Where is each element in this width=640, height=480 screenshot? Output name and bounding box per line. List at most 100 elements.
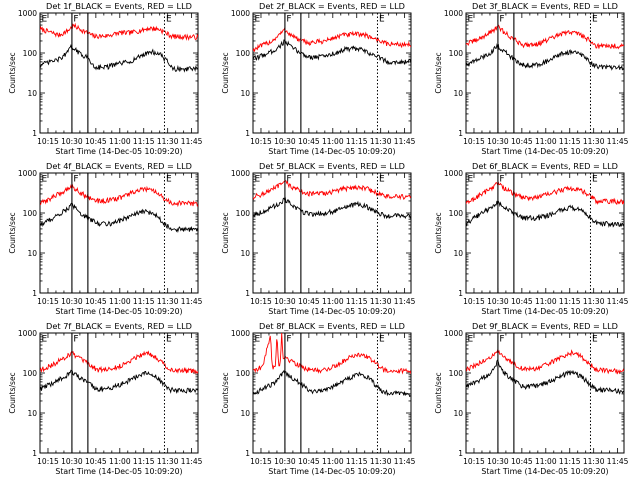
y-tick-label: 1 — [458, 289, 463, 298]
y-tick-label: 100 — [23, 49, 38, 58]
x-tick-label: 10:45 — [298, 297, 320, 306]
plot-frame — [465, 12, 625, 134]
chart-title: Det 5f_BLACK = Events, RED = LLD — [259, 161, 405, 171]
interval-marker-label: E — [379, 175, 385, 185]
x-tick-label: 11:00 — [322, 297, 344, 306]
interval-marker-label: E — [255, 335, 261, 345]
interval-marker-label: F — [286, 335, 291, 345]
plot-frame — [252, 332, 412, 454]
y-tick-label: 1000 — [231, 329, 250, 338]
y-tick-label: 10 — [240, 409, 250, 418]
x-tick-label: 10:45 — [298, 457, 320, 466]
plot-frame — [39, 172, 199, 294]
y-axis-label: Counts/sec — [434, 52, 443, 93]
x-tick-label: 11:45 — [607, 457, 629, 466]
x-tick-label: 10:45 — [511, 137, 533, 146]
y-axis-label: Counts/sec — [434, 372, 443, 413]
plot-frame — [39, 12, 199, 134]
x-axis-label: Start Time (14-Dec-05 10:09:20) — [55, 467, 182, 476]
events-series-line — [253, 369, 411, 398]
x-tick-label: 11:15 — [559, 137, 581, 146]
x-axis-label: Start Time (14-Dec-05 10:09:20) — [481, 307, 608, 316]
detector-panel: Det 1f_BLACK = Events, RED = LLD 1 10 100 10… — [8, 1, 203, 156]
detector-panel: Det 5f_BLACK = Events, RED = LLD 1 10 100 10… — [221, 161, 416, 316]
x-tick-label: 10:15 — [463, 297, 485, 306]
interval-marker-label: E — [166, 335, 172, 345]
interval-marker-label: E — [42, 335, 48, 345]
y-axis-label: Counts/sec — [221, 372, 230, 413]
x-tick-label: 11:15 — [346, 457, 368, 466]
x-tick-label: 11:15 — [133, 457, 155, 466]
y-tick-label: 1 — [245, 289, 250, 298]
interval-marker-label: F — [286, 175, 291, 185]
x-tick-label: 11:00 — [322, 457, 344, 466]
y-tick-label: 10 — [453, 409, 463, 418]
x-tick-label: 11:45 — [181, 137, 203, 146]
y-tick-label: 1000 — [444, 329, 463, 338]
lld-series-line — [40, 350, 198, 375]
x-tick-label: 11:30 — [370, 457, 392, 466]
x-tick-label: 10:15 — [37, 297, 59, 306]
y-axis-label: Counts/sec — [8, 52, 17, 93]
y-tick-label: 1000 — [444, 9, 463, 18]
x-tick-label: 11:15 — [346, 297, 368, 306]
detector-panel: Det 8f_BLACK = Events, RED = LLD 1 10 100 10… — [221, 321, 416, 476]
x-tick-label: 10:30 — [487, 137, 509, 146]
interval-marker-label: F — [286, 15, 291, 25]
x-tick-label: 10:30 — [61, 137, 83, 146]
x-tick-label: 11:30 — [583, 137, 605, 146]
x-tick-label: 11:15 — [346, 137, 368, 146]
interval-marker-label: E — [468, 15, 474, 25]
x-tick-label: 10:30 — [61, 297, 83, 306]
x-tick-label: 10:45 — [511, 457, 533, 466]
plot-frame — [465, 332, 625, 454]
detector-panel: Det 9f_BLACK = Events, RED = LLD 1 10 100 10… — [434, 321, 629, 476]
x-tick-label: 10:45 — [511, 297, 533, 306]
interval-marker-label: E — [592, 335, 598, 345]
x-tick-label: 11:15 — [133, 137, 155, 146]
y-tick-label: 1000 — [18, 9, 37, 18]
interval-marker-label: E — [255, 15, 261, 25]
chart-title: Det 3f_BLACK = Events, RED = LLD — [472, 1, 618, 11]
interval-marker-label: E — [255, 175, 261, 185]
y-tick-label: 1000 — [18, 169, 37, 178]
x-axis-label: Start Time (14-Dec-05 10:09:20) — [268, 307, 395, 316]
events-series-line — [40, 202, 198, 233]
x-tick-label: 11:00 — [109, 457, 131, 466]
y-tick-label: 100 — [449, 369, 464, 378]
y-tick-label: 1 — [245, 449, 250, 458]
x-tick-label: 10:45 — [85, 297, 107, 306]
x-tick-label: 11:30 — [583, 297, 605, 306]
y-tick-label: 1000 — [231, 169, 250, 178]
y-tick-label: 100 — [236, 369, 251, 378]
interval-marker-label: F — [499, 175, 504, 185]
chart-title: Det 7f_BLACK = Events, RED = LLD — [46, 321, 192, 331]
x-tick-label: 10:30 — [487, 457, 509, 466]
lld-series-line — [466, 348, 624, 375]
x-tick-label: 10:30 — [487, 297, 509, 306]
x-tick-label: 11:30 — [157, 137, 179, 146]
detector-panel: Det 4f_BLACK = Events, RED = LLD 1 10 100 10… — [8, 161, 203, 316]
x-axis-label: Start Time (14-Dec-05 10:09:20) — [268, 467, 395, 476]
x-tick-label: 10:15 — [463, 137, 485, 146]
x-tick-label: 10:30 — [274, 297, 296, 306]
x-tick-label: 10:30 — [61, 457, 83, 466]
y-tick-label: 10 — [27, 89, 37, 98]
x-tick-label: 10:45 — [298, 137, 320, 146]
events-series-line — [253, 39, 411, 66]
y-tick-label: 1000 — [18, 329, 37, 338]
x-tick-label: 11:30 — [157, 457, 179, 466]
chart-title: Det 1f_BLACK = Events, RED = LLD — [46, 1, 192, 11]
chart-title: Det 4f_BLACK = Events, RED = LLD — [46, 161, 192, 171]
events-series-line — [466, 199, 624, 228]
x-tick-label: 11:45 — [394, 297, 416, 306]
x-tick-label: 11:00 — [535, 297, 557, 306]
x-tick-label: 10:15 — [250, 457, 272, 466]
interval-marker-label: F — [73, 335, 78, 345]
x-tick-label: 10:45 — [85, 137, 107, 146]
x-tick-label: 11:00 — [535, 457, 557, 466]
chart-title: Det 9f_BLACK = Events, RED = LLD — [472, 321, 618, 331]
x-tick-label: 10:45 — [85, 457, 107, 466]
detector-panel: Det 2f_BLACK = Events, RED = LLD 1 10 100 10… — [221, 1, 416, 156]
